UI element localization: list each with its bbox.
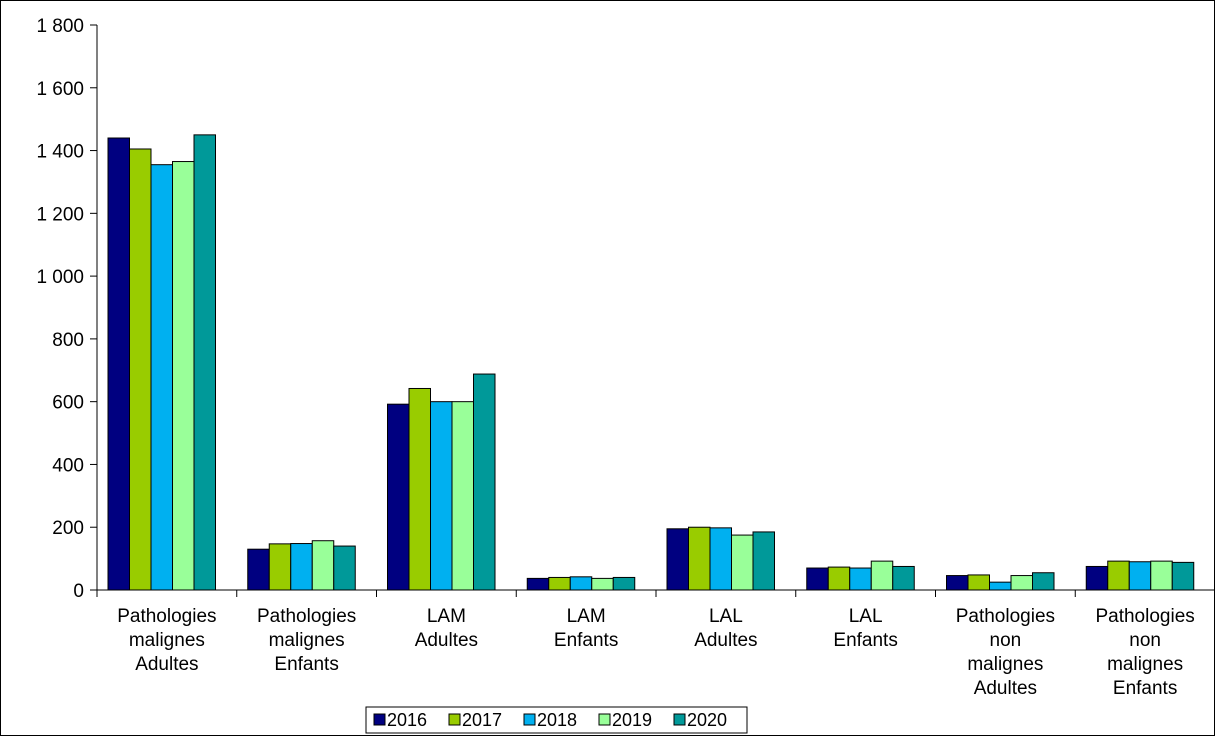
x-category-label-line: LAM (567, 606, 606, 627)
bar-2016 (526, 577, 550, 591)
y-tick-label: 800 (52, 330, 84, 351)
bar-2018 (150, 164, 173, 591)
legend-label-2017: 2017 (462, 710, 502, 730)
legend-label-2020: 2020 (687, 710, 727, 730)
x-category-label-line: malignes (1107, 654, 1183, 675)
x-category-label-line: Enfants (554, 630, 618, 651)
x-category-label-line: Adultes (415, 630, 478, 651)
x-axis: Pathologies malignes Adultes Pathologies mal… (96, 589, 1215, 699)
bar-2020 (612, 576, 636, 591)
bar-2018 (989, 581, 1012, 591)
y-tick-label: 1 400 (36, 142, 84, 163)
x-category-label-line: malignes (129, 630, 205, 651)
bar-2019 (451, 401, 474, 591)
legend-swatch-2020 (673, 713, 686, 726)
bar-2016 (806, 567, 829, 591)
x-category-label-line: Enfants (274, 654, 338, 675)
legend-swatch-2017 (448, 713, 461, 726)
x-category-label: LAL Enfants (833, 606, 897, 651)
legend-label-2019: 2019 (612, 710, 652, 730)
legend-swatch-2016 (373, 713, 386, 726)
bar-2016 (946, 575, 969, 591)
legend-label-2018: 2018 (537, 710, 577, 730)
y-tick-label: 600 (52, 393, 84, 414)
bar-2019 (1150, 560, 1173, 591)
x-category-label-line: Adultes (694, 630, 757, 651)
legend: 2016 2017 2018 2019 2020 (365, 706, 748, 734)
bar-2016 (387, 403, 410, 591)
bar-2017 (408, 387, 431, 591)
bar-2020 (892, 565, 915, 591)
x-category-label-line: non (1129, 630, 1161, 651)
bar-2019 (591, 577, 614, 591)
bar-2018 (1128, 561, 1152, 591)
bar-2018 (849, 567, 872, 591)
x-category-label: Pathologies malignes Adultes (117, 606, 216, 675)
x-category-label-line: LAL (849, 606, 883, 627)
bar-2017 (967, 574, 990, 591)
bar-2020 (473, 373, 496, 591)
bar-2019 (311, 540, 335, 591)
bar-2018 (430, 401, 453, 591)
bar-2017 (1107, 560, 1130, 591)
bar-2018 (569, 576, 593, 591)
x-category-label-line: non (990, 630, 1022, 651)
bar-2019 (870, 560, 894, 591)
y-tick-label: 400 (52, 455, 84, 476)
bar-2017 (129, 148, 152, 591)
bar-2016 (107, 137, 130, 591)
x-category-label-line: Adultes (974, 678, 1037, 699)
y-tick-label: 1 600 (36, 79, 84, 100)
x-category-label-line: Enfants (1113, 678, 1177, 699)
bar-2019 (172, 161, 195, 591)
x-category-label: Pathologies non malignes Enfants (1095, 606, 1194, 699)
legend-label-2016: 2016 (387, 710, 427, 730)
bar-2019 (1010, 575, 1033, 591)
x-category-label-line: Enfants (833, 630, 897, 651)
x-category-label: Pathologies malignes Enfants (257, 606, 356, 675)
y-tick-label: 0 (73, 581, 84, 602)
bar-2017 (688, 526, 711, 591)
x-category-label-line: malignes (269, 630, 345, 651)
bar-2016 (666, 528, 689, 591)
y-tick-label: 1 800 (36, 16, 84, 37)
bar-2020 (333, 545, 356, 591)
bar-2020 (752, 531, 775, 591)
bar-2017 (548, 576, 571, 591)
x-category-label-line: Pathologies (117, 606, 216, 627)
y-tick-label: 1 200 (36, 204, 84, 225)
bar-2016 (1085, 565, 1109, 591)
bar-2018 (709, 527, 732, 591)
bars-layer (107, 134, 1195, 591)
x-category-label: LAM Enfants (554, 606, 618, 651)
bar-2020 (1032, 572, 1055, 591)
bar-2019 (731, 534, 754, 591)
x-category-label-line: Adultes (135, 654, 198, 675)
x-category-label: LAM Adultes (415, 606, 478, 651)
legend-swatch-2018 (523, 713, 536, 726)
bar-2017 (827, 566, 851, 591)
bar-2016 (247, 548, 270, 591)
x-category-label-line: LAM (427, 606, 466, 627)
x-category-label: LAL Adultes (694, 606, 757, 651)
x-category-label-line: Pathologies (956, 606, 1055, 627)
y-axis: 0 200 400 600 800 1 000 1 200 1 400 1 600 1 800 (36, 16, 98, 602)
legend-swatch-2019 (598, 713, 611, 726)
x-category-label: Pathologies non malignes Adultes (956, 606, 1055, 699)
bar-2020 (1171, 561, 1195, 591)
x-category-label-line: Pathologies (257, 606, 356, 627)
x-category-label-line: Pathologies (1095, 606, 1194, 627)
bar-2020 (193, 134, 216, 591)
bar-2017 (268, 543, 292, 591)
x-category-label-line: LAL (709, 606, 743, 627)
bar-2018 (290, 543, 313, 591)
y-tick-label: 1 000 (36, 267, 84, 288)
x-category-label-line: malignes (967, 654, 1043, 675)
y-tick-label: 200 (52, 518, 84, 539)
